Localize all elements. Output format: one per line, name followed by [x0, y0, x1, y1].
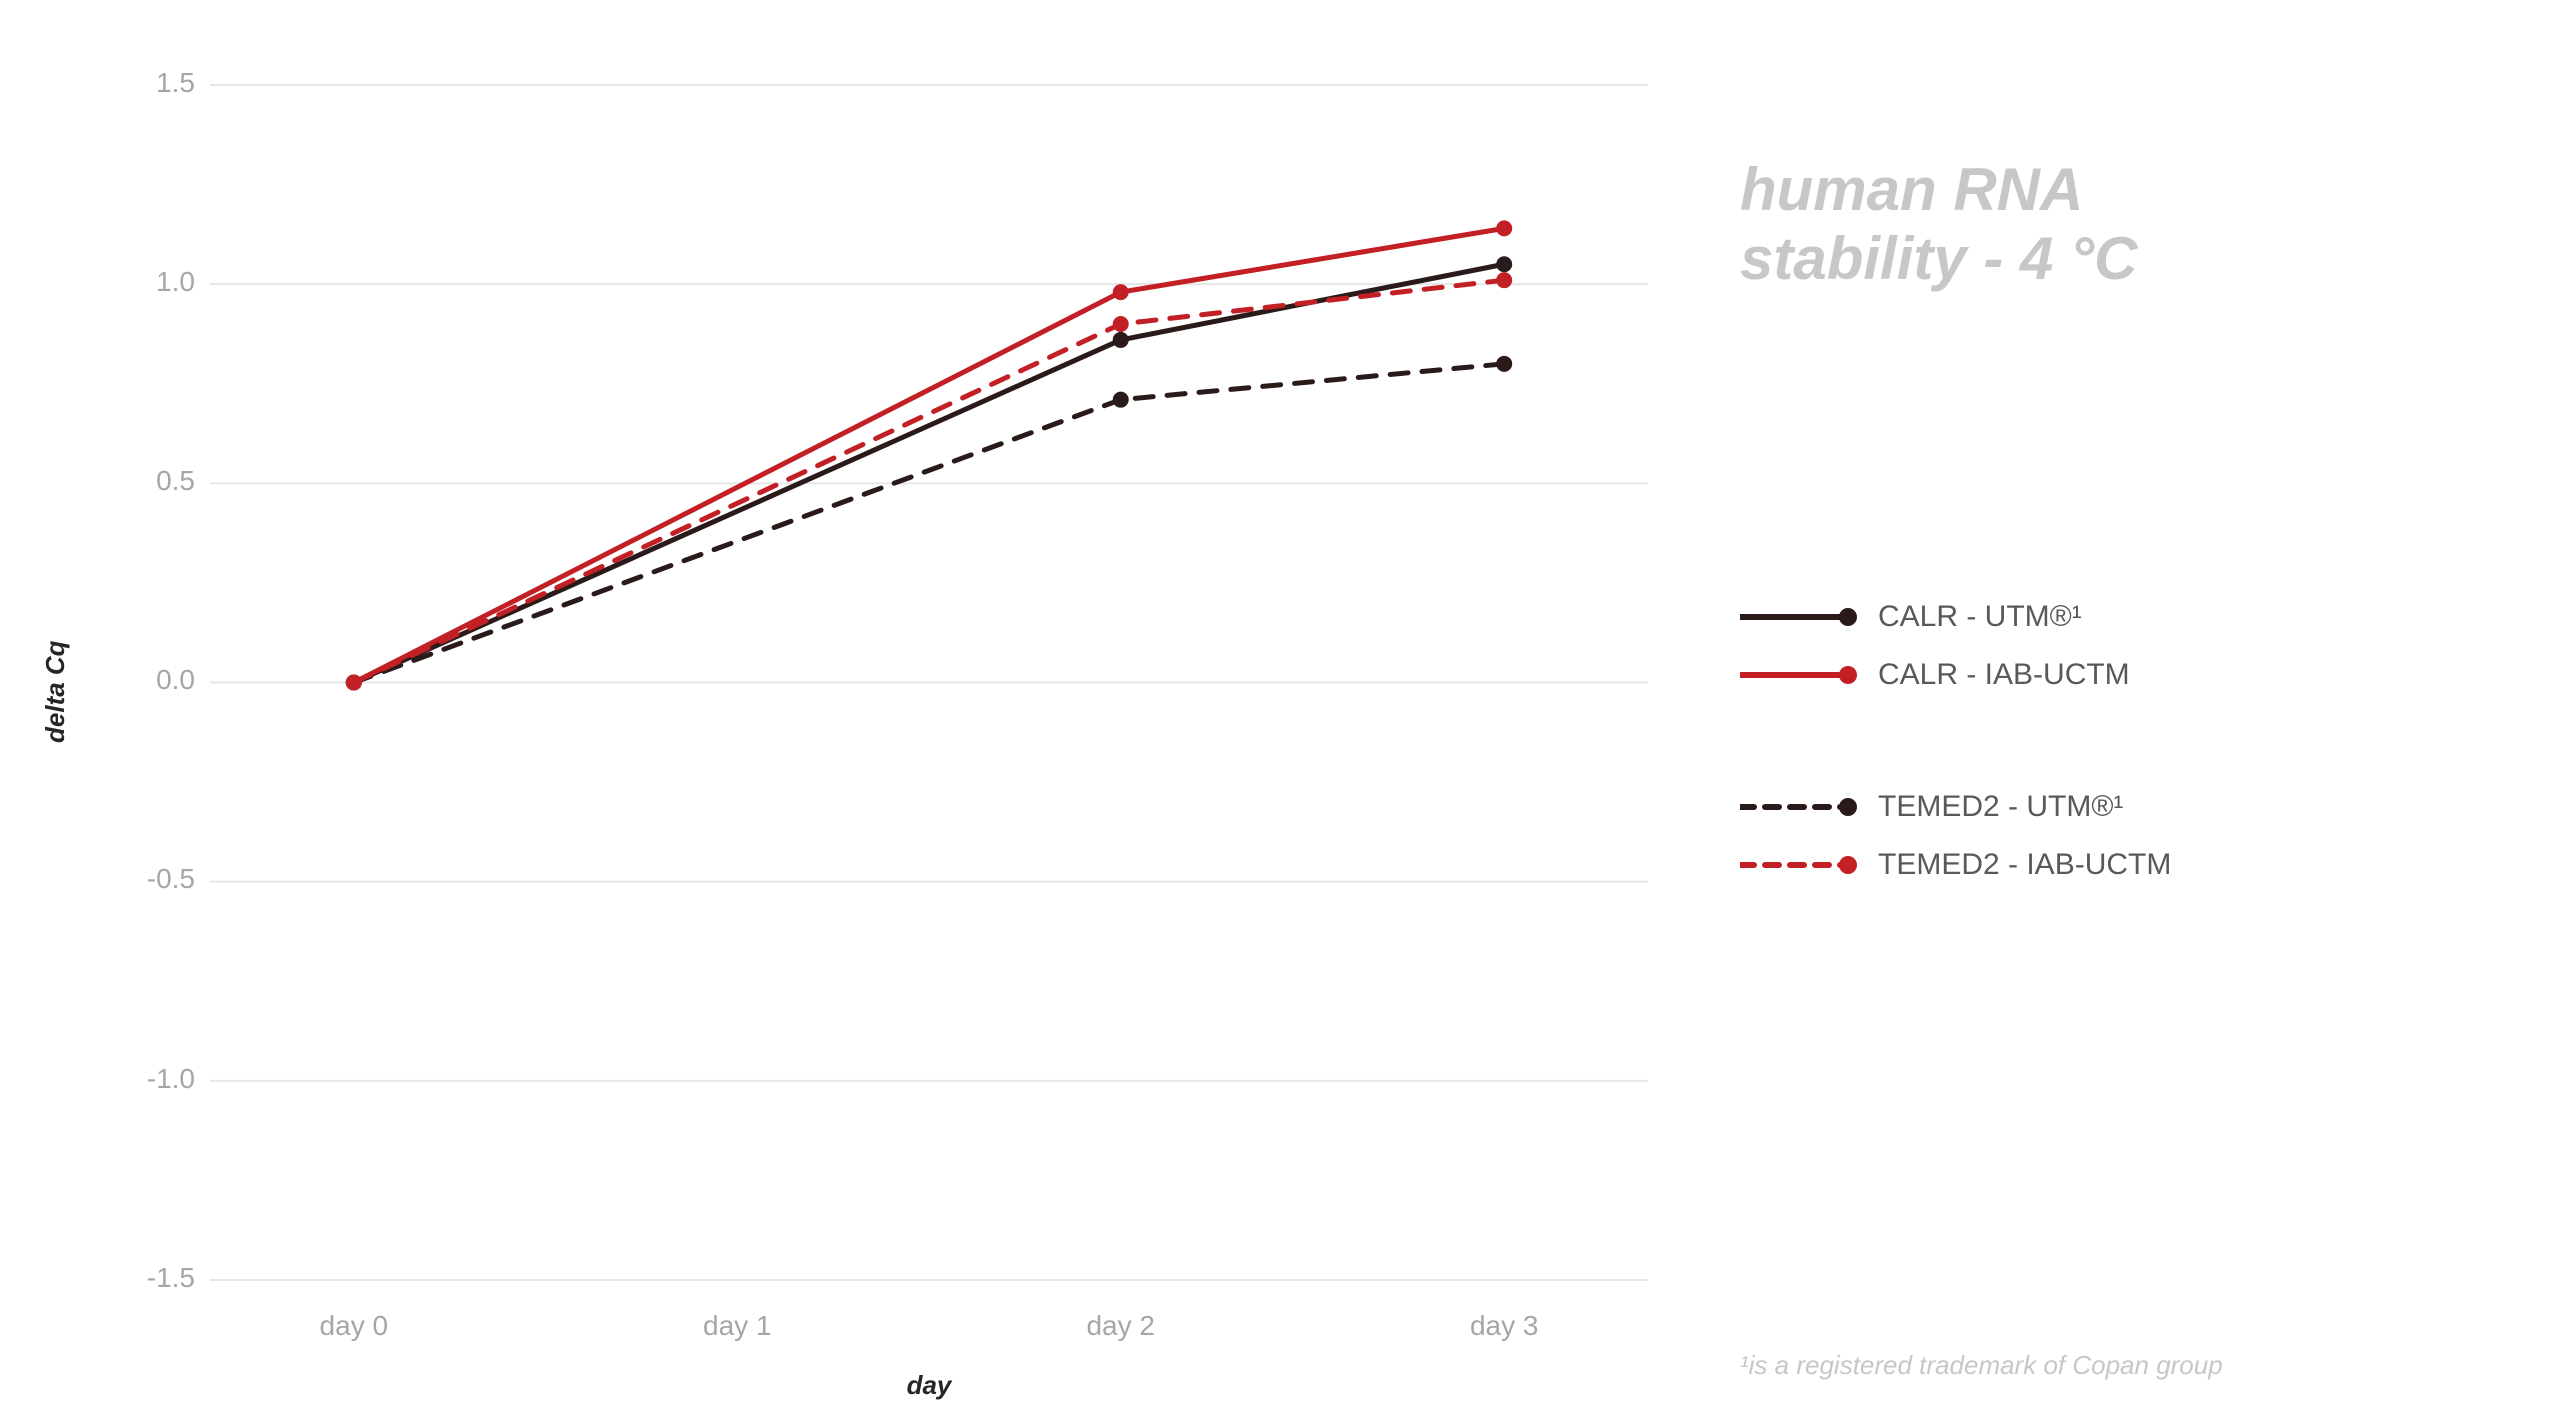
series-marker-temed2-utm — [1113, 392, 1129, 408]
y-tick-label: 1.5 — [95, 67, 195, 99]
legend-item-calr-iab: CALR - IAB-UCTM — [1740, 658, 2130, 692]
x-axis-label: day — [829, 1370, 1029, 1401]
chart-title: human RNA stability - 4 °C — [1740, 155, 2137, 293]
legend-swatch — [1740, 794, 1860, 820]
series-line-temed2-iab — [354, 280, 1504, 682]
legend-item-calr-utm: CALR - UTM®¹ — [1740, 600, 2082, 634]
page: delta Cq day human RNA stability - 4 °C … — [0, 0, 2560, 1417]
series-line-calr-utm — [354, 264, 1504, 682]
x-tick-label: day 3 — [1424, 1310, 1584, 1342]
footnote: ¹is a registered trademark of Copan grou… — [1740, 1350, 2223, 1381]
chart-title-line2: stability - 4 °C — [1740, 225, 2137, 292]
y-axis-label: delta Cq — [40, 640, 71, 743]
series-marker-temed2-iab — [346, 675, 362, 691]
series-marker-calr-utm — [1113, 332, 1129, 348]
chart-title-line1: human RNA — [1740, 156, 2083, 223]
series-marker-temed2-iab — [1113, 316, 1129, 332]
y-tick-label: -1.5 — [95, 1262, 195, 1294]
legend-swatch — [1740, 662, 1860, 688]
y-tick-label: -1.0 — [95, 1063, 195, 1095]
y-tick-label: 0.0 — [95, 664, 195, 696]
series-marker-calr-utm — [1496, 256, 1512, 272]
series-marker-calr-iab — [1113, 284, 1129, 300]
legend-swatch — [1740, 604, 1860, 630]
legend-label: CALR - UTM®¹ — [1878, 600, 2082, 634]
series-marker-calr-iab — [1496, 220, 1512, 236]
legend-item-temed2-utm: TEMED2 - UTM®¹ — [1740, 790, 2123, 824]
legend-label: CALR - IAB-UCTM — [1878, 658, 2130, 692]
legend-item-temed2-iab: TEMED2 - IAB-UCTM — [1740, 848, 2171, 882]
y-tick-label: 0.5 — [95, 465, 195, 497]
y-tick-label: 1.0 — [95, 266, 195, 298]
series-marker-temed2-utm — [1496, 356, 1512, 372]
x-tick-label: day 2 — [1041, 1310, 1201, 1342]
series-marker-temed2-iab — [1496, 272, 1512, 288]
legend-swatch — [1740, 852, 1860, 878]
legend-label: TEMED2 - UTM®¹ — [1878, 790, 2123, 824]
x-tick-label: day 0 — [274, 1310, 434, 1342]
line-chart — [0, 0, 2560, 1417]
series-line-temed2-utm — [354, 364, 1504, 683]
x-tick-label: day 1 — [657, 1310, 817, 1342]
legend-label: TEMED2 - IAB-UCTM — [1878, 848, 2171, 882]
y-tick-label: -0.5 — [95, 863, 195, 895]
